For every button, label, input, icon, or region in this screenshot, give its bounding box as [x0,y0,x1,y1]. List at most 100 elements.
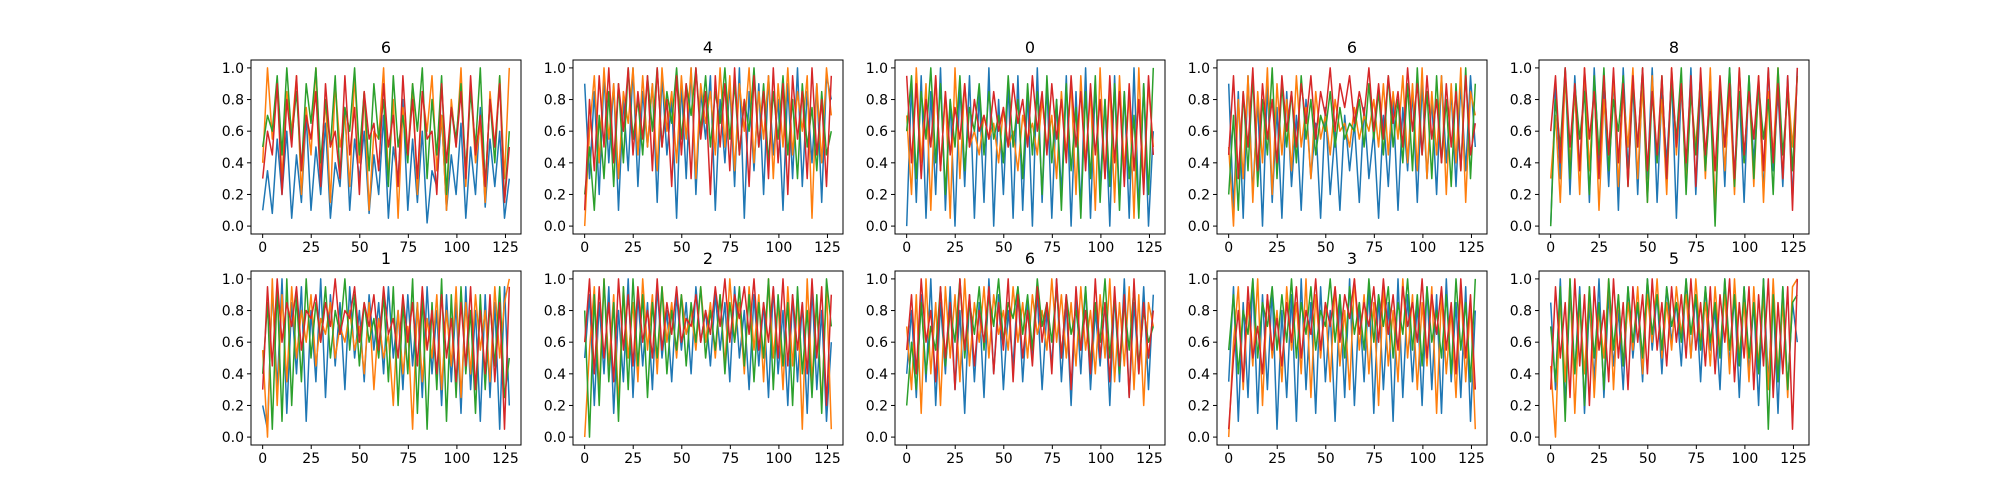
x-tick-label: 125 [1136,451,1163,467]
y-tick-label: 0.8 [544,304,566,320]
x-tick-label: 100 [766,451,793,467]
y-tick-label: 0.8 [544,93,566,109]
y-tick-label: 0.0 [866,219,888,235]
y-tick-label: 0.2 [866,187,888,203]
y-tick-label: 0.8 [866,93,888,109]
y-tick-label: 0.6 [866,335,888,351]
series-group [583,67,833,227]
y-tick-label: 0.4 [1188,367,1210,383]
y-tick-label: 0.8 [222,304,244,320]
axes-frame [250,270,522,446]
y-tick-label: 0.6 [1188,124,1210,140]
y-tick-label: 0.4 [1510,367,1532,383]
axes-frame [1538,270,1810,446]
series-group [261,278,511,438]
x-tick-label: 25 [624,451,642,467]
x-tick-label: 100 [444,451,471,467]
y-tick-label: 0.4 [866,367,888,383]
series-group [905,278,1155,415]
x-tick-label: 75 [1365,451,1383,467]
axes-frame [250,59,522,235]
y-tick-label: 0.4 [222,156,244,172]
y-tick-label: 0.8 [1188,93,1210,109]
y-tick-label: 0.2 [1188,398,1210,414]
x-tick-label: 0 [1546,451,1555,467]
series-line [261,278,511,430]
axes-frame [1538,59,1810,235]
x-tick-label: 0 [1224,240,1233,256]
axes-frame [572,270,844,446]
y-tick-label: 0.6 [222,335,244,351]
axes-frame [1216,270,1488,446]
y-tick-label: 0.0 [866,430,888,446]
subplot-title: 4 [703,38,713,57]
series-line [583,278,833,407]
subplot-title: 6 [381,38,391,57]
y-tick-label: 0.0 [1188,430,1210,446]
subplot-title: 6 [1025,249,1035,268]
y-tick-label: 1.0 [1188,272,1210,288]
x-tick-label: 25 [1590,240,1608,256]
x-tick-label: 0 [902,451,911,467]
x-tick-label: 100 [1732,451,1759,467]
series-group [905,67,1155,227]
x-tick-label: 100 [1732,240,1759,256]
y-tick-label: 1.0 [222,272,244,288]
y-tick-label: 0.0 [544,219,566,235]
y-tick-label: 0.2 [544,398,566,414]
series-line [1549,278,1799,430]
series-group [261,67,511,224]
x-tick-label: 125 [1780,240,1807,256]
x-tick-label: 25 [1268,451,1286,467]
subplot-panel: 0 25 50 75 100 125 0.0 0.2 0.4 0.6 0.8 1.0 6 [866,249,1166,467]
y-tick-label: 0.6 [866,124,888,140]
x-tick-label: 125 [814,451,841,467]
x-tick-label: 25 [1590,451,1608,467]
x-tick-label: 100 [1410,451,1437,467]
y-tick-label: 1.0 [1510,272,1532,288]
x-tick-label: 125 [1458,240,1485,256]
y-tick-label: 0.6 [222,124,244,140]
x-tick-label: 125 [492,240,519,256]
x-tick-label: 75 [399,451,417,467]
x-tick-label: 0 [258,451,267,467]
subplot-panel: 0 25 50 75 100 125 0.0 0.2 0.4 0.6 0.8 1.0 3 [1188,249,1488,467]
y-tick-label: 0.2 [222,398,244,414]
x-tick-label: 0 [258,240,267,256]
x-tick-label: 75 [1043,240,1061,256]
series-line [905,75,1155,196]
series-group [1549,278,1799,438]
x-tick-label: 75 [721,451,739,467]
y-tick-label: 0.0 [1510,219,1532,235]
subplot-title: 2 [703,249,713,268]
y-tick-label: 0.6 [544,124,566,140]
subplot-panel: 0 25 50 75 100 125 0.0 0.2 0.4 0.6 0.8 1.0 5 [1510,249,1810,467]
subplot-title: 5 [1669,249,1679,268]
y-tick-label: 0.8 [866,304,888,320]
y-tick-label: 0.8 [222,93,244,109]
series-line [1549,67,1799,212]
axes-frame [1216,59,1488,235]
y-tick-label: 1.0 [1510,61,1532,77]
subplot-title: 0 [1025,38,1035,57]
y-tick-label: 0.2 [1510,187,1532,203]
y-tick-label: 0.0 [544,430,566,446]
y-tick-label: 1.0 [544,272,566,288]
y-tick-label: 1.0 [222,61,244,77]
x-tick-label: 50 [673,240,691,256]
x-tick-label: 0 [580,451,589,467]
series-line [1227,67,1477,180]
y-tick-label: 1.0 [866,272,888,288]
series-group [1549,67,1799,227]
x-tick-label: 25 [946,451,964,467]
x-tick-label: 50 [1639,451,1657,467]
y-tick-label: 0.6 [1510,124,1532,140]
axes-frame [894,270,1166,446]
y-tick-label: 0.0 [222,219,244,235]
y-tick-label: 0.2 [1510,398,1532,414]
subplot-panel: 0 25 50 75 100 125 0.0 0.2 0.4 0.6 0.8 1.0 4 [544,38,844,256]
axes-frame [572,59,844,235]
